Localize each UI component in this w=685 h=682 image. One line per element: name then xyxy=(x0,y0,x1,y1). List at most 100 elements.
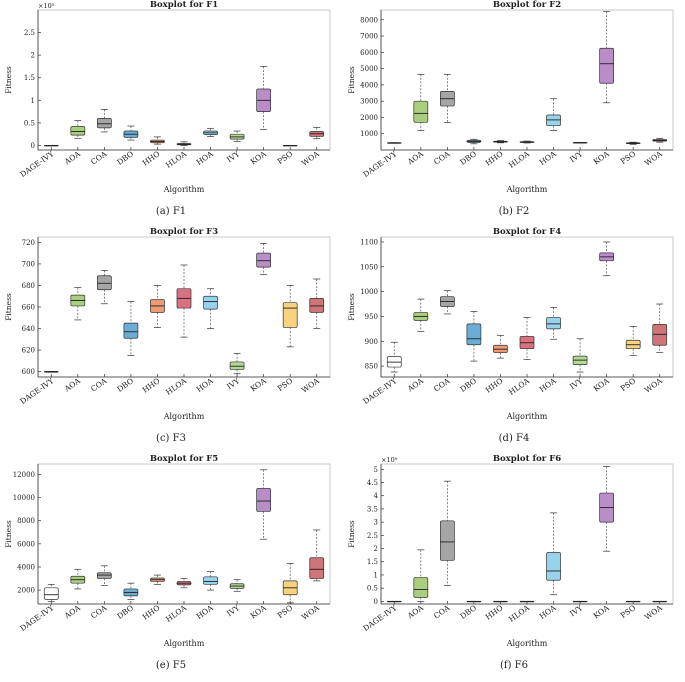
box-woa xyxy=(309,278,325,329)
box-woa xyxy=(309,529,325,582)
x-tick-label: PSO xyxy=(276,603,295,620)
box-dage-ivy xyxy=(43,145,59,147)
iqr-box xyxy=(652,324,668,346)
x-axis-label: Algorithm xyxy=(506,639,548,648)
y-tick-label: 2 xyxy=(374,545,378,553)
x-tick-label: DAGE-IVY xyxy=(18,376,56,406)
box-hloa xyxy=(176,264,192,338)
x-tick-label: WOA xyxy=(300,149,321,168)
x-tick-label: HLOA xyxy=(164,376,189,397)
y-tick-label: 700 xyxy=(22,260,35,268)
chart-f3: Boxplot for F3 600 620 640 660 680 700 720 Fitne… xyxy=(4,227,331,421)
y-tick-label: 6000 xyxy=(17,540,35,548)
x-tick-label: DBO xyxy=(115,376,135,394)
box-ivy xyxy=(572,600,588,603)
chart-f4: Boxplot for F4 850 900 950 1000 1050 1100 Fitne… xyxy=(347,227,674,421)
y-exponent-label: ×10⁹ xyxy=(381,456,398,464)
y-tick-label: 720 xyxy=(22,239,35,247)
box-coa xyxy=(97,270,112,305)
x-tick-label: HOA xyxy=(538,149,558,167)
x-axis-label: Algorithm xyxy=(506,412,548,421)
panel-f1: Boxplot for F1 ×10⁵ 0 0.5 1 1.5 2 2.5 Fitness DAG… xyxy=(0,0,342,227)
y-tick-label: 6000 xyxy=(360,49,378,57)
y-tick-label: 4000 xyxy=(17,563,35,571)
y-tick-label: 8000 xyxy=(360,16,378,24)
box-koa xyxy=(599,241,614,277)
panel-f3: Boxplot for F3 600 620 640 660 680 700 720 Fitne… xyxy=(0,227,342,454)
iqr-box xyxy=(43,587,59,600)
y-tick-label: 2 xyxy=(31,52,35,60)
x-tick-label: AOA xyxy=(62,376,82,394)
y-tick-label: 2000 xyxy=(17,587,35,595)
box-dbo xyxy=(123,301,139,356)
y-tick-label: 680 xyxy=(22,282,35,290)
box-hloa xyxy=(519,140,535,144)
box-hho xyxy=(150,136,165,145)
chart-title: Boxplot for F1 xyxy=(150,0,218,10)
iqr-box xyxy=(599,47,614,84)
x-tick-label: AOA xyxy=(405,376,425,394)
box-koa xyxy=(256,243,271,276)
box-dbo xyxy=(466,311,482,362)
x-tick-label: AOA xyxy=(405,149,425,167)
box-coa xyxy=(440,480,455,586)
box-hoa xyxy=(203,288,218,329)
box-coa xyxy=(440,73,455,123)
box-hho xyxy=(150,574,165,585)
box-hoa xyxy=(546,98,561,131)
x-tick-label: WOA xyxy=(300,603,321,622)
x-tick-label: PSO xyxy=(276,376,295,393)
chart-f5: Boxplot for F5 2000 4000 6000 8000 10000 12000… xyxy=(4,454,331,648)
box-hloa xyxy=(176,141,192,146)
x-tick-label: KOA xyxy=(249,376,269,393)
box-aoa xyxy=(413,298,429,332)
y-tick-label: 3 xyxy=(374,519,378,527)
x-tick-label: HLOA xyxy=(507,149,532,170)
x-tick-label: HOA xyxy=(538,376,558,394)
box-dbo xyxy=(123,582,139,600)
x-tick-label: IVY xyxy=(568,603,585,619)
x-tick-label: HHO xyxy=(141,603,162,621)
y-tick-label: 1 xyxy=(374,571,378,579)
y-axis-label: Fitness xyxy=(4,293,13,321)
x-tick-label: KOA xyxy=(592,149,612,166)
y-tick-label: 3000 xyxy=(360,98,378,106)
caption-f3: (c) F3 xyxy=(156,433,186,444)
y-tick-label: 12000 xyxy=(13,471,35,479)
box-pso xyxy=(282,285,298,348)
box-coa xyxy=(97,565,112,586)
x-tick-label: DBO xyxy=(458,149,478,167)
box-ivy xyxy=(572,141,588,144)
box-hoa xyxy=(546,512,561,596)
y-tick-label: 7000 xyxy=(360,33,378,41)
box-hoa xyxy=(203,571,218,591)
x-tick-label: HOA xyxy=(538,603,558,621)
x-tick-label: WOA xyxy=(300,376,321,395)
x-tick-label: HHO xyxy=(484,149,505,167)
y-axis-label: Fitness xyxy=(4,66,13,94)
x-tick-label: WOA xyxy=(643,603,664,622)
box-pso xyxy=(282,145,298,147)
x-tick-label: DBO xyxy=(458,376,478,394)
x-axis-label: Algorithm xyxy=(506,185,548,194)
y-tick-label: 3.5 xyxy=(367,505,378,513)
iqr-box xyxy=(413,577,429,598)
x-tick-label: IVY xyxy=(225,149,242,165)
x-tick-label: COA xyxy=(89,376,109,394)
y-axis-label: Fitness xyxy=(4,520,13,548)
x-tick-label: DAGE-IVY xyxy=(361,376,399,406)
box-hho xyxy=(493,140,508,144)
x-tick-label: HHO xyxy=(484,376,505,394)
x-tick-label: HOA xyxy=(195,376,215,394)
box-ivy xyxy=(229,579,245,592)
iqr-box xyxy=(440,520,455,561)
y-tick-label: 600 xyxy=(22,368,35,376)
chart-f2: Boxplot for F2 1000 2000 3000 4000 5000 6000 70… xyxy=(347,0,674,194)
x-tick-label: DBO xyxy=(458,603,478,621)
box-dage-ivy xyxy=(43,371,59,373)
x-tick-label: COA xyxy=(89,149,109,167)
x-axis-label: Algorithm xyxy=(163,639,205,648)
box-woa xyxy=(309,127,325,140)
box-aoa xyxy=(413,549,429,602)
iqr-box xyxy=(546,552,561,581)
